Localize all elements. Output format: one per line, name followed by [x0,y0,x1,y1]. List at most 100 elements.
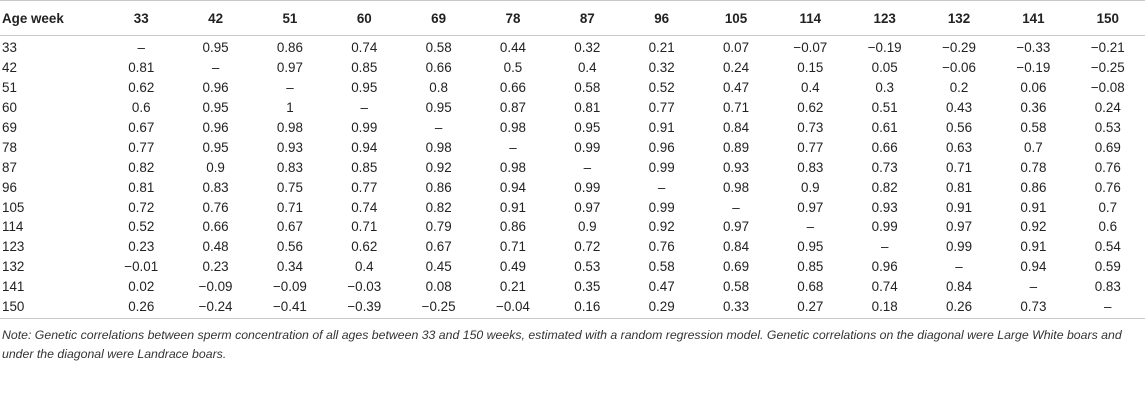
row-label-cell: 123 [2,239,25,255]
table-row: 141 0.02 −0.09 −0.09 −0.03 0.08 0.21 0.35 0.47 0.… [0,277,1145,297]
table-cell: 0.6 [131,100,151,116]
table-cell: 0.83 [797,159,824,175]
table-cell: 0.4 [354,259,374,275]
table-cell: −0.09 [272,279,307,295]
header-cell-age-week: Age week [0,0,105,36]
table-cell: 0.71 [499,239,526,255]
table-cell: 0.9 [577,219,597,235]
row-label-cell: 69 [2,120,17,135]
table-cell: 0.94 [499,179,526,195]
table-cell: 0.45 [425,259,452,275]
table-cell: 0.91 [499,199,526,215]
table-cell: 0.73 [797,120,824,135]
table-cell: 0.99 [945,239,973,255]
table-cell: 0.67 [425,239,452,255]
table-row: 87 0.82 0.9 0.83 0.85 0.92 0.98 – 0.99 0.93 0.83 0.… [0,157,1145,177]
table-row: 51 0.62 0.96 – 0.95 0.8 0.66 0.58 0.52 0.47 0.4 0.3… [0,78,1145,98]
table-cell: – [880,239,889,255]
table-cell: 0.98 [276,120,303,135]
table-cell: 0.32 [574,40,601,56]
table-cell: 0.83 [202,179,229,195]
table-cell: 0.35 [574,279,601,295]
table-row: 78 0.77 0.95 0.93 0.94 0.98 – 0.99 0.96 0.89 0.77 0… [0,137,1145,157]
table-cell: 0.91 [1020,239,1047,255]
table-cell: 0.47 [648,279,675,295]
header-cell-33: 33 [104,0,179,36]
table-cell: 0.97 [574,199,601,215]
table-cell: 0.83 [1094,279,1121,295]
table-row: 123 0.23 0.48 0.56 0.62 0.67 0.71 0.72 0.76 0.84 0… [0,237,1145,257]
table-cell: 0.58 [722,279,750,295]
table-cell: 0.95 [797,239,824,255]
table-cell: 0.95 [574,120,601,135]
header-cell-96: 96 [624,0,699,36]
table-cell: 0.18 [847,296,922,320]
table-cell: – [583,159,592,175]
table-cell: 0.85 [797,259,824,275]
row-label-cell: 150 [0,296,105,320]
table-cell: 0.72 [128,199,155,215]
table-cell: 0.53 [574,259,601,275]
table-cell: 0.58 [425,40,452,56]
header-cell-60: 60 [327,0,402,36]
table-cell: 0.61 [871,120,898,135]
table-cell: 0.95 [202,139,229,155]
table-cell: 0.91 [945,199,973,215]
table-cell: 0.98 [499,159,526,175]
table-cell: 0.69 [722,259,750,275]
table-cell: 0.26 [104,296,179,320]
table-note: Note: Genetic correlations between sperm… [2,328,1122,362]
table-cell: 0.48 [202,239,229,255]
table-cell: 0.24 [722,60,750,76]
row-label-cell: 132 [2,259,25,275]
table-cell: 0.62 [797,100,824,116]
table-cell: 0.58 [574,80,601,96]
table-cell: −0.41 [252,296,328,320]
table-cell: 0.99 [648,199,675,215]
table-cell: −0.09 [198,279,233,295]
table-cell: 0.67 [276,219,303,235]
table-cell: 0.78 [1020,159,1047,175]
table-cell: 0.66 [499,80,526,96]
table-cell: 0.99 [871,219,898,235]
table-cell: 0.89 [722,139,750,155]
row-label-cell: 78 [2,139,17,155]
table-cell: 0.99 [351,120,378,135]
table-cell: 0.81 [128,60,155,76]
table-cell: 0.86 [425,179,452,195]
table-cell: 0.82 [425,199,452,215]
table-cell: 0.84 [722,239,750,255]
table-row: 132 −0.01 0.23 0.34 0.4 0.45 0.49 0.53 0.58 0.69 0… [0,257,1145,277]
table-cell: 0.59 [1094,259,1121,275]
table-cell: −0.21 [1090,40,1125,56]
row-label-cell: 105 [2,199,25,215]
table-cell: 0.99 [648,159,675,175]
table-row: 105 0.72 0.76 0.71 0.74 0.82 0.91 0.97 0.99 – 0.97… [0,197,1145,217]
table-cell: 0.07 [722,40,750,56]
table-cell: 0.74 [351,40,378,56]
table-cell: 0.9 [206,159,225,175]
table-cell: 0.77 [351,179,378,195]
table-cell: 0.66 [202,219,229,235]
table-cell: 0.97 [797,199,824,215]
table-cell: 0.92 [648,219,675,235]
header-cell-123: 123 [847,0,922,36]
table-cell: 0.85 [351,60,378,76]
table-cell: 0.75 [276,179,303,195]
table-row: 33 – 0.95 0.86 0.74 0.58 0.44 0.32 0.21 0.07 −0.07… [0,36,1145,58]
table-cell: 0.81 [945,179,973,195]
table-cell: 0.69 [1094,139,1121,155]
table-cell: 1 [286,100,294,116]
table-cell: – [955,259,963,275]
table-cell: 0.51 [871,100,898,116]
table-cell: 0.4 [577,60,597,76]
row-label-cell: 87 [2,159,17,175]
table-cell: 0.52 [128,219,155,235]
header-cell-132: 132 [921,0,997,36]
table-cell: 0.86 [1020,179,1047,195]
table-cell: −0.19 [1016,60,1051,76]
table-cell: 0.56 [276,239,303,255]
table-cell: 0.67 [128,120,155,135]
table-cell: 0.58 [648,259,675,275]
table-cell: 0.32 [648,60,675,76]
